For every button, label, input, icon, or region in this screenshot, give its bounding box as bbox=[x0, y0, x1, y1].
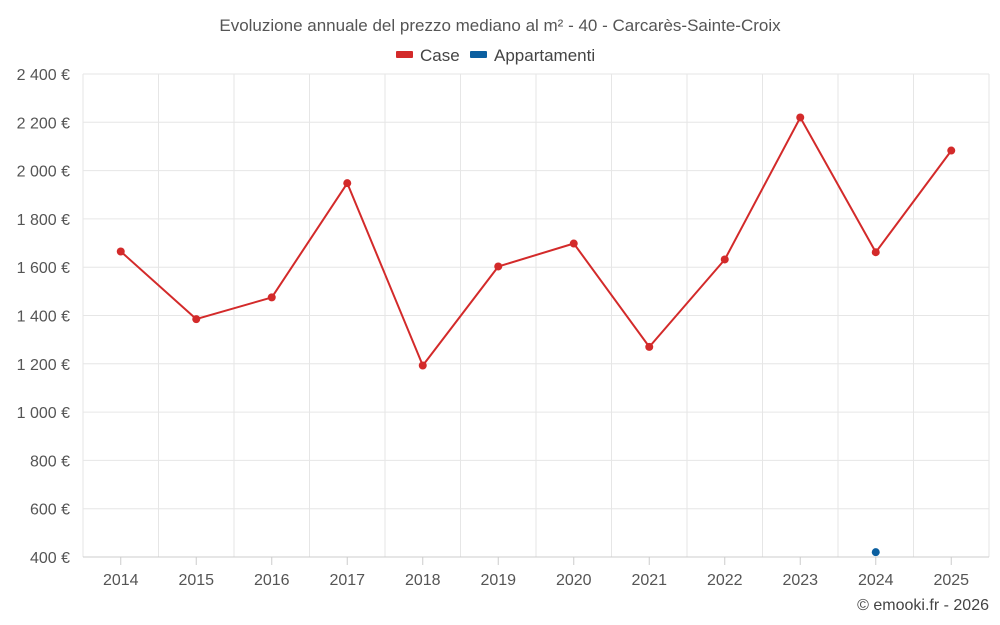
data-point-case bbox=[494, 262, 503, 271]
x-tick-label: 2018 bbox=[405, 572, 441, 589]
data-point-appartamenti bbox=[871, 548, 880, 557]
data-point-case bbox=[343, 179, 352, 188]
y-tick-label: 1 800 € bbox=[17, 212, 70, 229]
series-appartamenti bbox=[871, 548, 880, 557]
y-tick-label: 600 € bbox=[30, 502, 70, 519]
x-tick-label: 2015 bbox=[178, 572, 214, 589]
y-tick-label: 1 000 € bbox=[17, 405, 70, 422]
x-tick-label: 2016 bbox=[254, 572, 290, 589]
legend-label-case: Case bbox=[420, 46, 460, 65]
legend-label-appartamenti: Appartamenti bbox=[494, 46, 595, 65]
data-point-case bbox=[192, 315, 201, 324]
x-tick-label: 2014 bbox=[103, 572, 139, 589]
y-tick-label: 1 600 € bbox=[17, 260, 70, 277]
y-tick-label: 400 € bbox=[30, 550, 70, 567]
y-tick-label: 800 € bbox=[30, 453, 70, 470]
x-tick-label: 2022 bbox=[707, 572, 743, 589]
data-point-case bbox=[267, 293, 276, 302]
data-point-case bbox=[796, 113, 805, 122]
y-tick-label: 2 000 € bbox=[17, 164, 70, 181]
data-point-case bbox=[947, 146, 956, 155]
x-tick-label: 2017 bbox=[329, 572, 365, 589]
data-point-case bbox=[418, 361, 427, 370]
data-point-case bbox=[645, 342, 654, 351]
data-point-case bbox=[116, 247, 125, 256]
axes: 400 € 600 € 800 € 1 000 € 1 200 € 1 400 € 1 60… bbox=[17, 67, 989, 589]
y-tick-label: 1 200 € bbox=[17, 357, 70, 374]
series-line-case bbox=[120, 116, 953, 367]
legend-swatch-case bbox=[396, 51, 413, 58]
series-case bbox=[116, 113, 956, 370]
legend: Case Appartamenti bbox=[396, 46, 595, 65]
x-tick-label: 2025 bbox=[933, 572, 969, 589]
chart-title: Evoluzione annuale del prezzo mediano al… bbox=[219, 16, 781, 35]
grid bbox=[82, 73, 990, 557]
legend-swatch-appartamenti bbox=[470, 51, 487, 58]
credit-text: © emooki.fr - 2026 bbox=[857, 597, 989, 614]
data-point-case bbox=[569, 239, 578, 248]
x-tick-label: 2021 bbox=[631, 572, 667, 589]
y-tick-label: 2 200 € bbox=[17, 115, 70, 132]
y-tick-label: 2 400 € bbox=[17, 67, 70, 84]
x-tick-label: 2020 bbox=[556, 572, 592, 589]
x-tick-label: 2024 bbox=[858, 572, 894, 589]
x-tick-label: 2019 bbox=[480, 572, 516, 589]
series-layer bbox=[116, 113, 956, 557]
data-point-case bbox=[720, 255, 729, 264]
x-tick-label: 2023 bbox=[782, 572, 818, 589]
y-tick-label: 1 400 € bbox=[17, 309, 70, 326]
data-point-case bbox=[871, 248, 880, 257]
